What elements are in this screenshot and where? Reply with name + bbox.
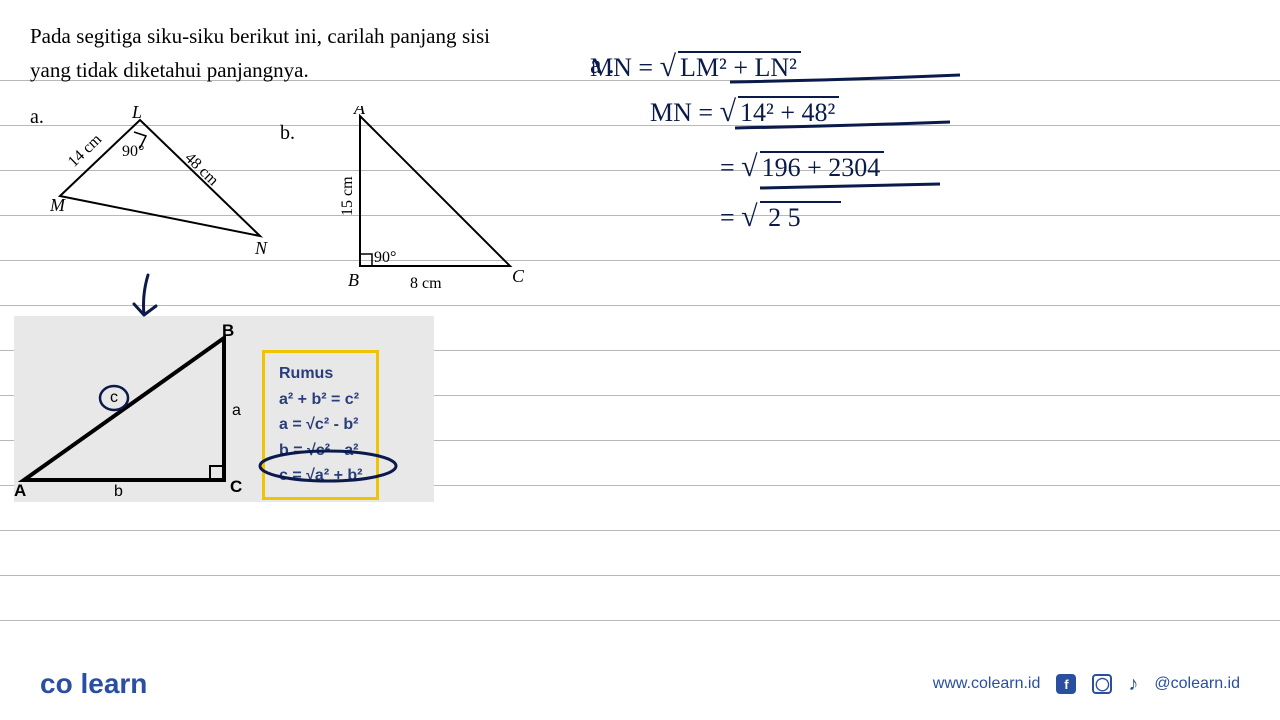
formula-title: Rumus (279, 361, 362, 387)
triangle-a-svg: L M N 14 cm 48 cm 90° (50, 106, 280, 256)
vertex-L: L (131, 106, 142, 122)
formula-line-1: a = √c² - b² (279, 412, 362, 438)
angle-L: 90° (122, 143, 144, 160)
brand-learn: learn (80, 668, 147, 699)
ft-a: a (232, 402, 241, 419)
formula-triangle-svg: A B C a b c (14, 320, 254, 500)
ft-C: C (230, 477, 242, 496)
question-text: Pada segitiga siku-siku berikut ini, car… (30, 20, 490, 87)
side-ML: 14 cm (65, 131, 106, 171)
brand-co: co (40, 668, 73, 699)
ft-c: c (110, 389, 118, 406)
formula-circle (256, 448, 416, 484)
brand-logo: co learn (40, 668, 147, 700)
footer-right: www.colearn.id f ◯ ♪ @colearn.id (933, 673, 1240, 696)
formula-line-0: a² + b² = c² (279, 387, 362, 413)
vertex-C: C (512, 266, 525, 286)
footer-url[interactable]: www.colearn.id (933, 675, 1041, 693)
vertex-M: M (50, 195, 66, 215)
side-AB: 15 cm (339, 176, 356, 216)
triangle-b-svg: A B C 15 cm 8 cm 90° (330, 106, 530, 306)
part-b-label: b. (280, 122, 295, 145)
side-LN: 48 cm (181, 149, 222, 189)
footer-handle[interactable]: @colearn.id (1154, 675, 1240, 693)
part-a-label: a. (30, 106, 44, 129)
instagram-icon[interactable]: ◯ (1092, 674, 1112, 694)
facebook-icon[interactable]: f (1056, 674, 1076, 694)
hw-underlines (640, 40, 980, 280)
ft-A: A (14, 481, 26, 500)
vertex-A: A (353, 106, 366, 118)
ft-b: b (114, 483, 123, 500)
tiktok-icon[interactable]: ♪ (1128, 673, 1138, 696)
ft-B: B (222, 321, 234, 340)
footer: co learn www.colearn.id f ◯ ♪ @colearn.i… (0, 668, 1280, 700)
vertex-N: N (254, 238, 268, 256)
vertex-B: B (348, 270, 359, 290)
hw1-lhs: MN (590, 53, 632, 82)
side-BC: 8 cm (410, 275, 442, 292)
angle-B: 90° (374, 249, 396, 266)
